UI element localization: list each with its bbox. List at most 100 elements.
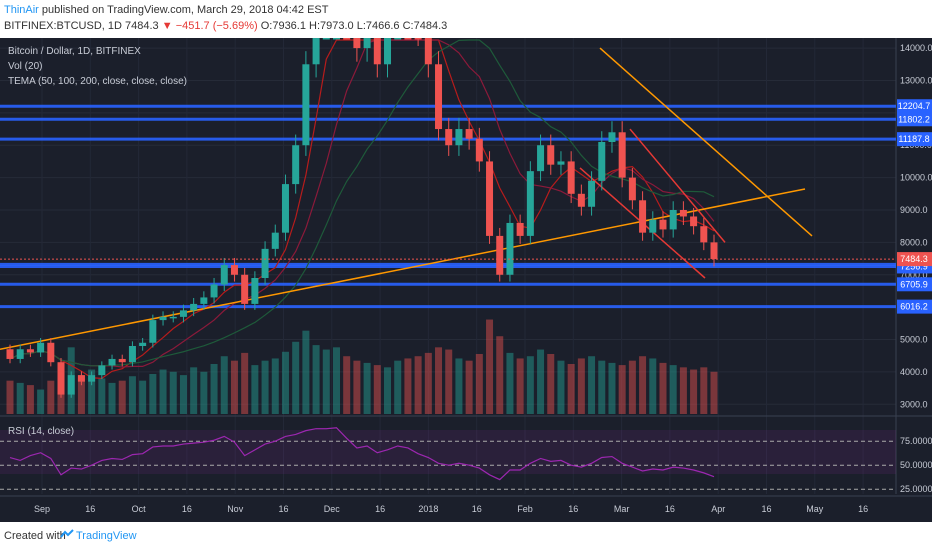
level-price-label: 6705.9 [900,279,928,289]
volume-bar [567,364,575,414]
volume-bar [465,360,473,414]
candle-body [537,145,545,172]
chart-area[interactable]: 14000.013000.012000.011000.010000.09000.… [0,38,932,522]
candle-body [67,375,75,395]
candle-body [475,138,483,162]
candle-body [26,349,34,353]
volume-bar [588,356,596,414]
price-tick-label: 8000.0 [900,237,928,247]
candle-body [230,265,238,275]
chart-legend: Bitcoin / Dollar, 1D, BITFINEX Vol (20) … [8,44,187,89]
date-tick-label: Sep [34,504,50,514]
symbol-label: BITFINEX:BTCUSD, 1D [4,20,122,32]
created-with-label: Created with [4,530,66,542]
level-price-box [897,299,932,314]
rsi-tick-label: 50.0000 [900,460,932,470]
candle-body [435,64,443,130]
rsi-legend: RSI (14, close) [8,426,75,437]
volume-bar [537,349,545,414]
date-tick-label: 2018 [418,504,438,514]
volume-bar [445,349,453,414]
tradingview-link[interactable]: TradingView [76,530,137,542]
volume-bar [118,380,126,414]
last-price: 7484.3 [125,20,159,32]
date-tick-label: 16 [182,504,192,514]
candle-body [179,310,187,317]
volume-bar [200,371,208,414]
candle-body [598,142,606,181]
level-price-label: 6016.2 [900,302,928,312]
candle-body [98,365,106,376]
ohlc-values: O:7936.1 H:7973.0 L:7466.6 C:7484.3 [260,20,448,32]
price-tick-label: 13000.0 [900,75,932,85]
last-price-box [897,252,932,267]
volume-bar [169,371,177,414]
candle-body [302,64,310,146]
volume-bar [577,358,585,414]
candle-body [16,349,24,359]
date-tick-label: 16 [665,504,675,514]
volume-bar [98,378,106,414]
volume-bar [598,360,606,414]
volume-bar [251,365,259,414]
level-price-box [897,277,932,292]
volume-bar [384,367,392,414]
level-price-box [897,132,932,147]
volume-bar [710,371,718,414]
volume-bar [149,374,157,414]
candle-body [149,320,157,343]
candle-body [210,284,218,298]
date-tick-label: Mar [614,504,630,514]
price-tick-label: 3000.0 [900,399,928,409]
candle-body [159,316,167,321]
level-price-label: 7256.9 [900,261,928,271]
candle-body [669,210,677,230]
candle-body [404,38,412,40]
candle-body [710,242,718,260]
date-tick-label: Nov [227,504,244,514]
date-tick-label: 16 [472,504,482,514]
candle-body [6,349,14,359]
candle-body [516,222,524,236]
level-price-box [897,112,932,127]
candle-body [47,342,55,363]
date-tick-label: May [806,504,824,514]
level-price-label: 11802.2 [898,114,930,124]
date-tick-label: 16 [375,504,385,514]
price-chart[interactable]: 14000.013000.012000.011000.010000.09000.… [0,38,932,522]
price-tick-label: 10000.0 [900,173,932,183]
volume-bar [159,369,167,414]
candle-body [241,274,249,304]
candle-body [465,129,473,139]
volume-bar [363,362,371,414]
volume-bar [26,385,34,414]
falling-trend-line [599,47,813,237]
candle-body [577,193,585,207]
volume-bar [649,358,657,414]
date-tick-label: Oct [132,504,147,514]
candle-body [567,161,575,194]
date-tick-label: 16 [858,504,868,514]
volume-bar [455,358,463,414]
author-name[interactable]: ThinAir [4,4,39,16]
volume-bar [526,356,534,414]
volume-bar [557,360,565,414]
date-tick-label: 16 [278,504,288,514]
candle-body [251,278,259,304]
ohlc-line: BITFINEX:BTCUSD, 1D 7484.3 ▼ −451.7 (−5.… [4,20,447,32]
volume-bar [690,369,698,414]
volume-bar [190,367,198,414]
level-price-label: 12204.7 [898,101,931,111]
candle-body [128,346,136,363]
candle-body [88,375,96,382]
candle-body [394,38,402,40]
tradingview-logo-icon [60,529,74,538]
candle-body [557,161,565,165]
volume-bar [608,362,616,414]
candle-body [526,171,534,236]
candle-body [628,177,636,201]
volume-bar [220,356,228,414]
level-price-label: 11187.8 [898,134,929,144]
candle-body [679,210,687,217]
candle-body [639,200,647,233]
